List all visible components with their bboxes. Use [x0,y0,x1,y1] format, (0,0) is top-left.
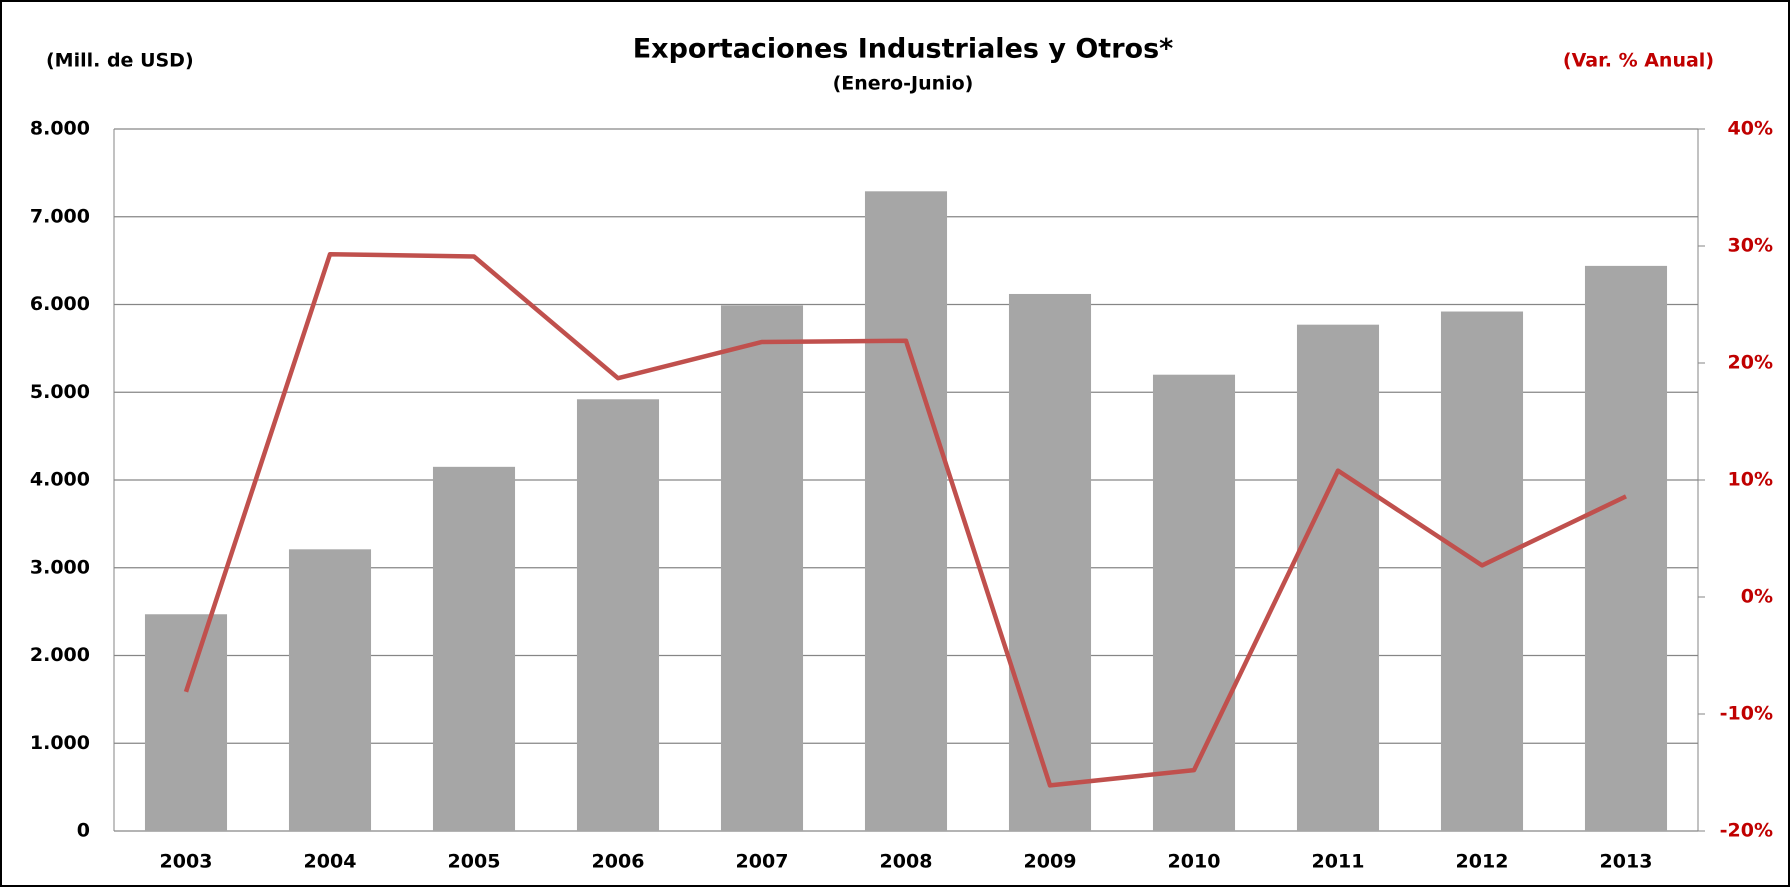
x-tick-label: 2008 [880,851,933,873]
bar [864,191,948,832]
bar [720,305,804,831]
y2-tick-label: 10% [1728,469,1773,491]
bar [1008,293,1092,832]
bar [1440,311,1524,831]
y-tick-label: 4.000 [30,469,90,491]
y2-tick-label: 40% [1728,118,1773,140]
bar [1584,265,1668,831]
bar [1152,374,1236,831]
x-tick-label: 2004 [304,851,357,873]
y-tick-label: 5.000 [30,381,90,403]
x-tick-label: 2009 [1024,851,1077,873]
bar [144,614,228,831]
y-tick-label: 3.000 [30,556,90,578]
y2-tick-label: 20% [1728,352,1773,374]
y2-tick-label: -20% [1720,820,1773,842]
y-tick-label: 6.000 [30,293,90,315]
y2-tick-label: -10% [1720,703,1773,725]
y2-tick-label: 30% [1728,235,1773,257]
x-tick-label: 2013 [1600,851,1653,873]
y-tick-label: 0 [77,820,90,842]
bar [288,549,372,831]
x-tick-label: 2005 [448,851,501,873]
bar [576,399,660,831]
chart-subtitle: (Enero-Junio) [833,73,974,95]
x-tick-label: 2007 [736,851,789,873]
chart-title: Exportaciones Industriales y Otros* [633,34,1174,65]
x-tick-label: 2003 [160,851,213,873]
y2-axis-label: (Var. % Anual) [1563,50,1714,72]
line [183,251,1627,788]
y-tick-label: 7.000 [30,205,90,227]
bar [1296,324,1380,831]
x-tick-label: 2012 [1456,851,1509,873]
bar [432,466,516,831]
y-axis-label: (Mill. de USD) [46,50,194,72]
y2-tick-label: 0% [1741,586,1773,608]
x-tick-label: 2011 [1312,851,1365,873]
x-tick-label: 2006 [592,851,645,873]
y-tick-label: 8.000 [30,118,90,140]
y-tick-label: 1.000 [30,732,90,754]
y-tick-label: 2.000 [30,644,90,666]
x-tick-label: 2010 [1168,851,1221,873]
